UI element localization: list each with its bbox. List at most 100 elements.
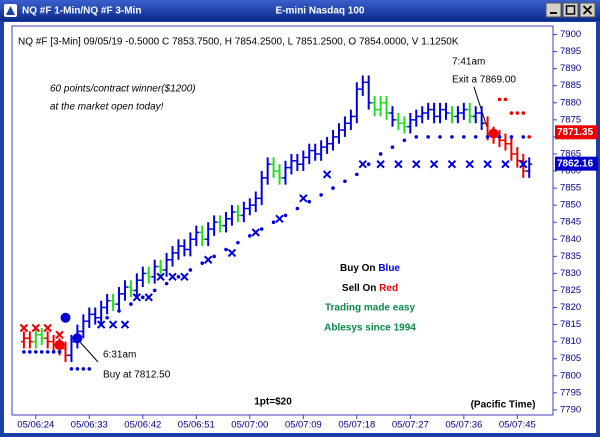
stop-cross (144, 293, 153, 302)
stop-cross (465, 159, 474, 169)
stop-dot (105, 315, 109, 320)
legend-text: Red (379, 283, 398, 294)
tagline: Trading made easy (325, 303, 415, 314)
y-tick-label: 7885 (560, 80, 581, 91)
stop-dot (450, 135, 454, 139)
stop-cross (19, 323, 29, 333)
maximize-icon (565, 5, 576, 15)
stop-dot (355, 172, 359, 177)
stop-cross (519, 159, 528, 169)
y-tick-label: 7850 (560, 200, 581, 211)
buy-time: 6:31am (103, 350, 136, 361)
stop-dot (426, 135, 430, 139)
plot-frame (11, 25, 554, 416)
stop-dot (509, 135, 514, 139)
y-tick-label: 7890 (560, 63, 581, 74)
legend-text: Sell On Red (342, 283, 398, 294)
maximize-button[interactable] (562, 2, 579, 18)
price-tag (555, 125, 598, 140)
stop-dot (503, 97, 508, 102)
stop-dot (188, 268, 193, 272)
stop-dot (87, 367, 92, 371)
stop-dot (378, 152, 383, 156)
x-tick-label: 05/07:18 (338, 420, 375, 431)
y-tick-label: 7900 (560, 29, 581, 40)
legend-text: Buy On Blue (340, 263, 400, 274)
window-title: E-mini Nasdaq 100 (276, 6, 365, 17)
stop-dot (57, 350, 62, 354)
stop-dot (224, 247, 228, 252)
stop-cross (120, 320, 130, 329)
stop-dot (462, 135, 466, 139)
y-tick-label: 7835 (560, 251, 581, 262)
signal (54, 340, 65, 351)
stop-cross (31, 323, 40, 333)
stop-dot (129, 302, 133, 306)
stop-cross (376, 159, 385, 169)
stop-dot (212, 254, 216, 259)
stop-dot (81, 367, 86, 371)
legend-text: Sell On (342, 283, 379, 294)
promo-text: at the market open today! (50, 102, 164, 113)
x-tick-label: 05/07:00 (231, 420, 268, 431)
stop-dot (248, 234, 252, 238)
stop-dot (343, 179, 347, 184)
app-icon-glyph (6, 6, 15, 15)
stop-dot (509, 111, 514, 115)
buy-arrow (79, 341, 99, 363)
stop-dot (28, 350, 32, 354)
stop-cross (358, 159, 367, 169)
stop-cross (501, 159, 510, 169)
stop-dot (22, 350, 26, 354)
stop-cross (394, 159, 403, 169)
timezone: (Pacific Time) (471, 400, 536, 411)
stop-cross (132, 293, 142, 302)
x-tick-label: 05/07:36 (445, 420, 482, 431)
y-tick-label: 7830 (560, 268, 581, 279)
quote-header: NQ #F [3-Min] 09/05/19 -0.5000 C 7853.75… (18, 37, 459, 48)
stop-dot (527, 135, 532, 139)
minimize-button[interactable] (545, 2, 562, 18)
stop-cross (412, 159, 421, 169)
stop-dot (200, 261, 205, 265)
y-tick-label: 7875 (560, 114, 581, 125)
price-tag-label: 7871.35 (557, 127, 594, 138)
stop-dot (497, 135, 502, 139)
stop-dot (271, 220, 276, 225)
stop-dot (390, 145, 395, 149)
y-tick-label: 7815 (560, 319, 581, 330)
stop-dot (164, 281, 169, 286)
stop-cross (96, 320, 106, 329)
stop-dot (117, 309, 121, 313)
stop-dot (473, 135, 478, 139)
stop-dot (366, 162, 371, 166)
y-tick-label: 7840 (560, 234, 581, 245)
signal (488, 128, 499, 139)
price-tag (555, 156, 598, 171)
stop-cross (180, 272, 189, 282)
stop-dot (33, 350, 38, 354)
chart-area (4, 22, 596, 433)
stop-cross (447, 159, 457, 169)
stop-dot (39, 350, 44, 354)
stop-cross (55, 330, 64, 340)
y-tick-label: 7825 (560, 285, 581, 296)
stop-cross (251, 228, 260, 237)
stop-dot (236, 240, 240, 245)
stop-cross (227, 248, 237, 258)
x-tick-label: 05/06:33 (71, 420, 108, 431)
stop-dot (51, 350, 56, 354)
x-tick-label: 05/07:27 (392, 420, 429, 431)
tab-title: NQ #F 1-Min/NQ #F 3-Min (22, 6, 141, 17)
exit-price: Exit a 7869.00 (452, 75, 516, 86)
stop-dot (521, 135, 526, 139)
signal (60, 312, 71, 323)
y-tick-label: 7880 (560, 97, 581, 108)
stop-dot (283, 213, 288, 218)
y-tick-label: 7895 (560, 46, 581, 57)
exit-arrow (473, 86, 488, 128)
legend-text: Buy On (340, 263, 378, 274)
stop-dot (414, 135, 419, 139)
stop-dot (295, 206, 300, 211)
